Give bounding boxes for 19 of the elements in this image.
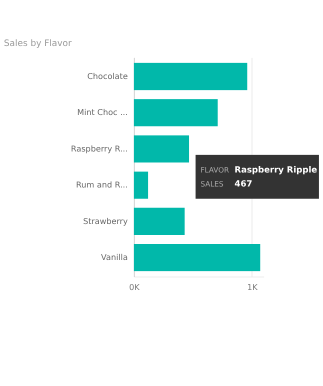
annotation: SALES (200, 180, 224, 189)
bar (134, 172, 148, 199)
bar (134, 244, 260, 272)
annotation: Raspberry Ripple (234, 166, 318, 176)
x-tick-label: 0K (129, 282, 140, 292)
y-tick-label: Vanilla (101, 252, 128, 262)
bar (134, 208, 185, 235)
y-tick-label: Chocolate (87, 70, 128, 81)
x-tick-label: 1K (247, 282, 258, 292)
annotation: 467 (234, 180, 252, 190)
y-tick-label: Rum and R... (76, 180, 128, 190)
y-tick-label: Raspberry R... (70, 143, 128, 154)
bar (134, 135, 190, 163)
bar (134, 99, 218, 126)
y-tick-label: Mint Choc ... (77, 107, 128, 118)
bar (134, 62, 248, 90)
text: Sales by Flavor (4, 39, 72, 50)
y-tick-label: Strawberry (83, 216, 128, 226)
annotation: FLAVOR (200, 166, 230, 175)
